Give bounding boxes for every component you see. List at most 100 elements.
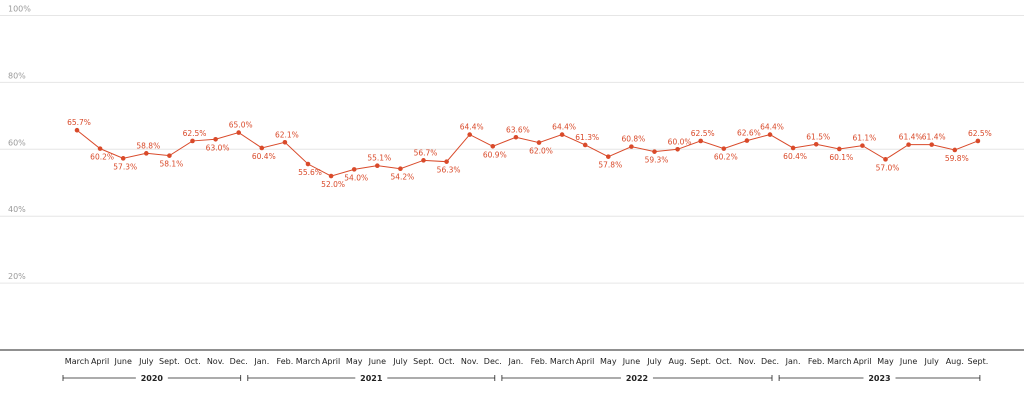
year-label: 2022 <box>626 374 648 383</box>
data-label: 65.7% <box>67 118 91 127</box>
x-tick-label: Jan. <box>507 357 523 366</box>
grid-lines <box>0 15 1024 284</box>
data-point <box>213 136 218 142</box>
y-tick-label: 100% <box>8 5 31 14</box>
series-line <box>76 129 979 177</box>
data-point <box>721 146 727 151</box>
x-tick-label: June <box>113 357 132 366</box>
data-point <box>305 161 311 167</box>
data-point <box>351 167 357 172</box>
data-point <box>952 147 958 153</box>
data-label: 58.1% <box>159 160 183 169</box>
data-label: 61.4% <box>922 133 946 142</box>
data-point <box>606 154 611 159</box>
data-label: 62.6% <box>737 129 761 138</box>
data-point <box>513 134 519 140</box>
x-tick-label: Sept. <box>159 357 180 366</box>
data-point <box>236 130 241 135</box>
data-label: 60.9% <box>483 150 507 159</box>
data-label: 57.3% <box>113 162 137 171</box>
x-tick-label: Jan. <box>253 357 269 366</box>
data-label: 60.4% <box>783 152 807 161</box>
data-label: 57.8% <box>598 161 622 170</box>
data-label: 60.0% <box>668 137 692 146</box>
data-label: 64.4% <box>552 123 576 132</box>
data-point <box>698 138 703 144</box>
data-label: 58.8% <box>136 141 160 150</box>
data-point <box>444 159 449 164</box>
data-point <box>144 151 149 156</box>
data-point <box>328 173 334 179</box>
data-label: 61.3% <box>575 133 599 142</box>
x-tick-label: April <box>91 357 109 366</box>
data-label: 64.4% <box>760 123 784 132</box>
x-tick-label: Dec. <box>761 357 779 366</box>
x-tick-label: Dec. <box>484 357 502 366</box>
x-tick-label: June <box>622 357 641 366</box>
data-point <box>929 142 934 147</box>
data-point <box>860 143 865 148</box>
data-label: 52.0% <box>321 180 345 189</box>
data-point <box>120 156 126 161</box>
data-label: 60.2% <box>90 153 114 162</box>
data-label: 65.0% <box>229 121 253 130</box>
data-label: 59.3% <box>645 156 669 165</box>
x-tick-label: July <box>924 357 940 366</box>
x-tick-label: June <box>368 357 387 366</box>
data-point <box>490 143 496 149</box>
x-tick-label: Nov. <box>461 357 479 366</box>
data-point <box>675 147 680 152</box>
data-point <box>629 144 634 149</box>
year-groups: 2020 2021 2022 2023 <box>62 374 981 383</box>
x-tick-label: May <box>877 357 894 366</box>
data-point <box>744 138 750 143</box>
x-tick-label: March <box>65 357 89 366</box>
x-tick-label: July <box>392 357 408 366</box>
x-tick-label: Nov. <box>738 357 756 366</box>
data-point <box>906 142 911 147</box>
data-label: 56.3% <box>437 166 461 175</box>
y-axis: 20% 40% 60% 80% 100% <box>8 5 31 282</box>
data-label: 64.4% <box>460 123 484 132</box>
data-series: 65.7%60.2%57.3%58.8%58.1%62.5%63.0%65.0%… <box>67 118 992 189</box>
x-tick-label: April <box>576 357 594 366</box>
x-tick-label: Aug. <box>946 357 964 366</box>
data-point <box>282 139 288 145</box>
x-tick-label: Oct. <box>184 357 200 366</box>
year-label: 2021 <box>360 374 383 383</box>
y-tick-label: 60% <box>8 138 26 147</box>
data-label: 60.2% <box>714 153 738 162</box>
data-label: 55.1% <box>367 154 391 163</box>
x-tick-label: Sept. <box>968 357 989 366</box>
x-tick-label: April <box>322 357 340 366</box>
year-group: 2022 <box>501 374 773 383</box>
data-label: 62.5% <box>183 129 207 138</box>
x-tick-label: Oct. <box>716 357 732 366</box>
data-point <box>790 145 796 151</box>
data-label: 54.2% <box>390 173 414 182</box>
data-point <box>190 138 195 144</box>
x-tick-label: March <box>296 357 320 366</box>
data-label: 54.0% <box>344 173 368 182</box>
data-point <box>467 132 473 137</box>
x-tick-label: Feb. <box>531 357 548 366</box>
x-tick-label: Feb. <box>808 357 825 366</box>
x-tick-label: Sept. <box>690 357 711 366</box>
x-tick-label: Aug. <box>669 357 687 366</box>
year-label: 2020 <box>141 374 164 383</box>
data-point <box>421 158 426 163</box>
data-point <box>652 149 657 154</box>
data-label: 62.5% <box>968 129 992 138</box>
x-tick-label: Nov. <box>207 357 225 366</box>
data-label: 61.4% <box>899 133 923 142</box>
data-point <box>813 141 819 147</box>
data-point <box>167 153 172 158</box>
data-label: 62.5% <box>691 129 715 138</box>
data-label: 61.1% <box>852 134 876 143</box>
year-group: 2020 <box>62 374 242 383</box>
data-label: 57.0% <box>876 163 900 172</box>
x-tick-label: Sept. <box>413 357 434 366</box>
y-tick-label: 40% <box>8 205 26 214</box>
data-point <box>74 127 80 133</box>
data-point <box>767 132 773 137</box>
